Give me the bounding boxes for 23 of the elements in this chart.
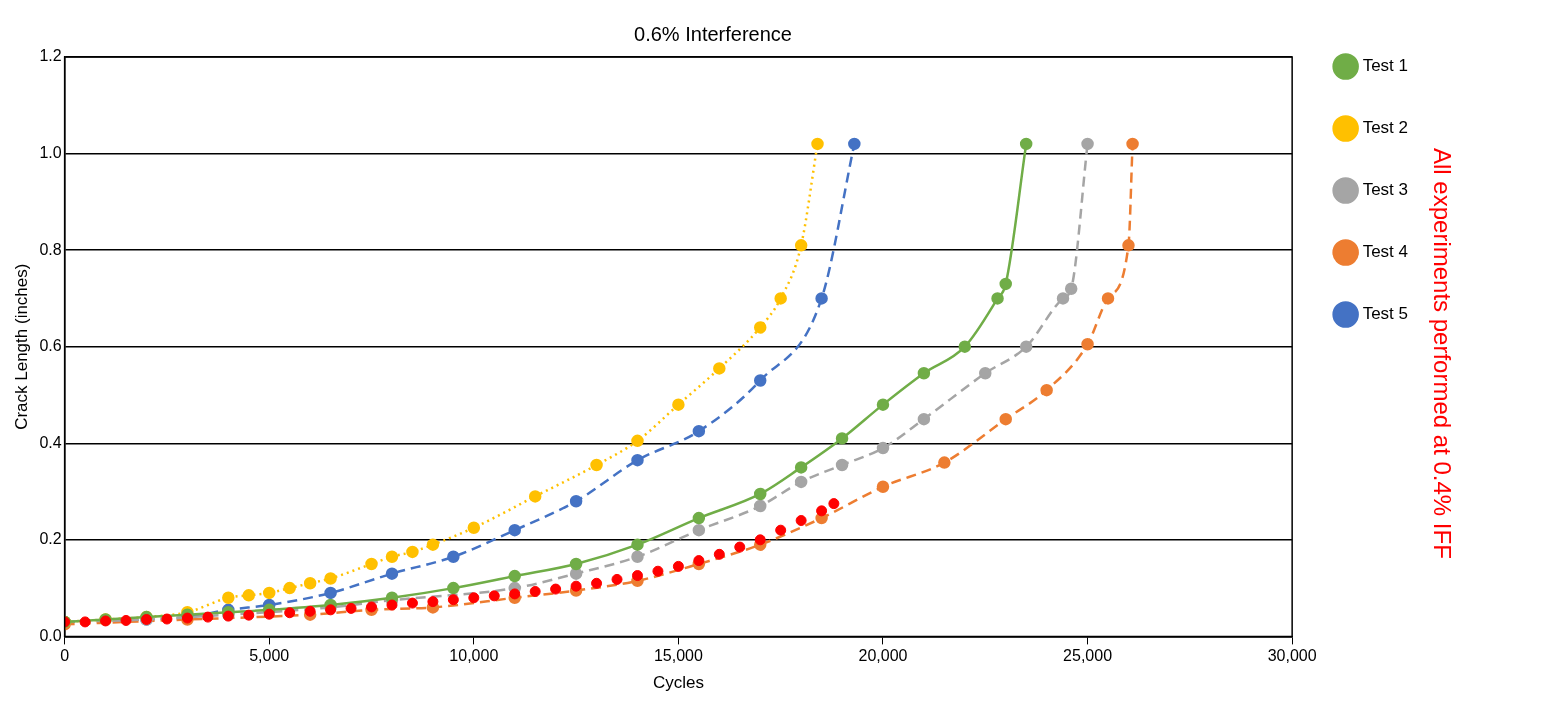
x-tick-label: 15,000 — [653, 647, 703, 665]
chart-title: 0.6% Interference — [634, 22, 792, 45]
y-tick-label: 0.4 — [39, 433, 62, 451]
y-tick-label: 1.2 — [39, 47, 62, 65]
y-tick-label: 0.6 — [39, 337, 62, 355]
legend-label: Test 5 — [1362, 304, 1408, 324]
text: All experiments performed at 0.4% IFF — [1428, 147, 1456, 559]
x-tick-label: 10,000 — [449, 647, 499, 665]
y-tick-label: 0.8 — [39, 240, 62, 258]
x-tick-label: 30,000 — [1267, 647, 1317, 665]
y-axis-title: Crack Length (inches) — [11, 263, 31, 430]
legend-label: Test 4 — [1362, 242, 1408, 262]
x-axis-title: Cycles — [652, 673, 704, 693]
y-tick-label: 1.0 — [39, 143, 62, 161]
legend-label: Test 3 — [1362, 180, 1408, 200]
y-tick-label: 0.0 — [39, 626, 62, 644]
x-tick-label: 5,000 — [249, 647, 290, 665]
x-tick-label: 0 — [60, 647, 70, 665]
x-tick-label: 25,000 — [1063, 647, 1113, 665]
legend-label: Test 1 — [1362, 56, 1408, 76]
y-tick-label: 0.2 — [39, 530, 62, 548]
x-tick-label: 20,000 — [858, 647, 908, 665]
legend-label: Test 2 — [1362, 118, 1408, 138]
